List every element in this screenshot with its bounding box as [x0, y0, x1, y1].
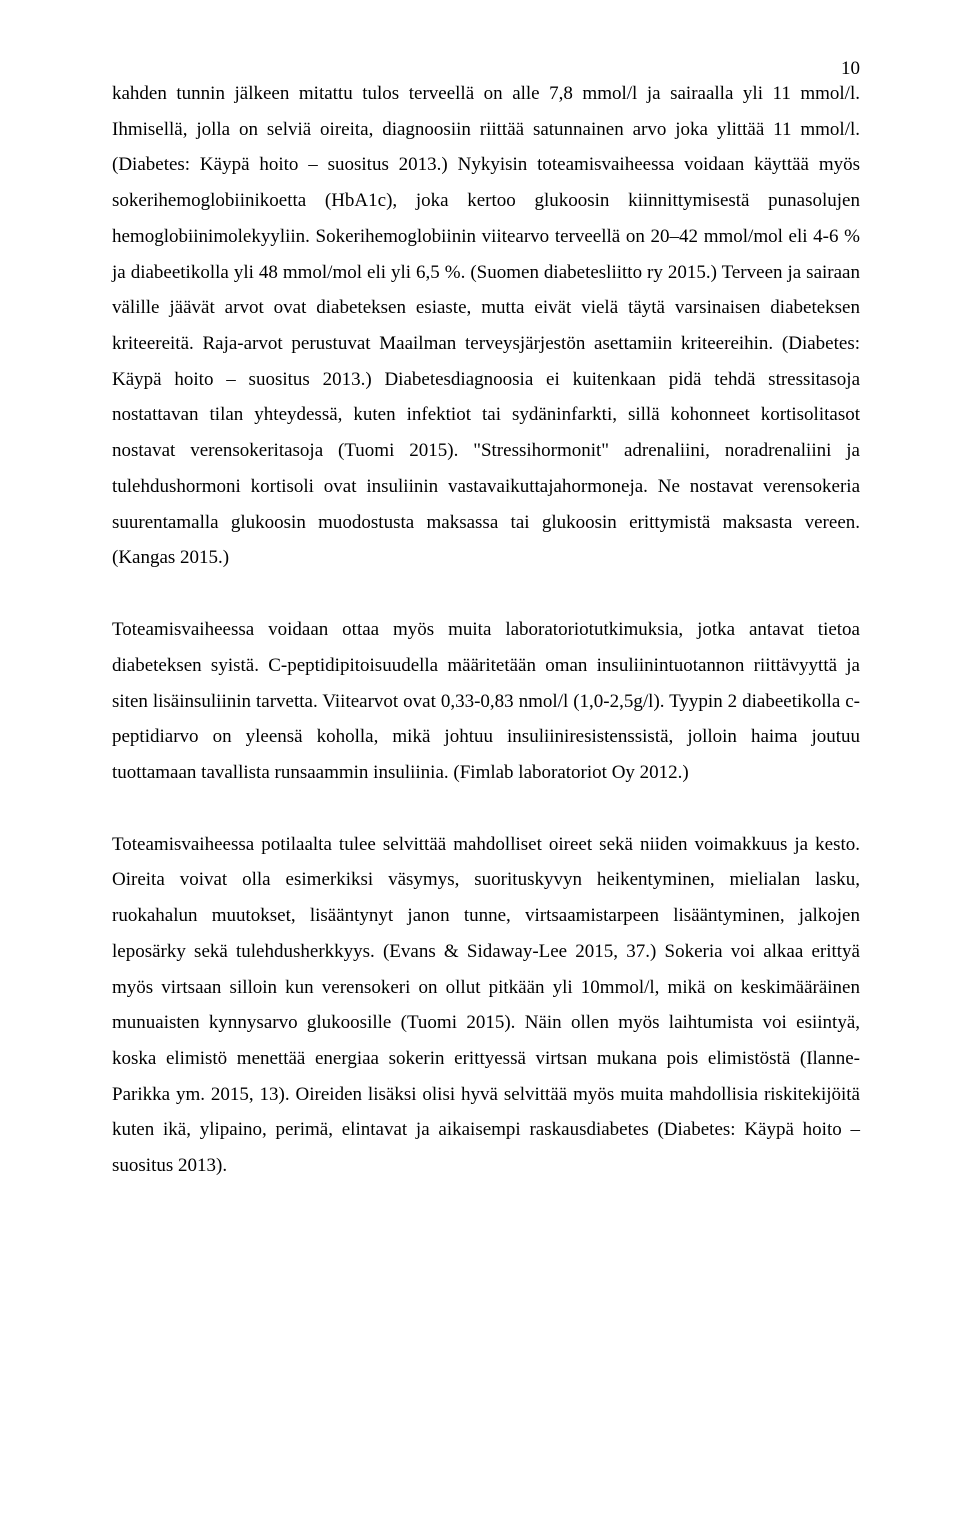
paragraph: Toteamisvaiheessa voidaan ottaa myös mui…: [112, 612, 860, 791]
paragraph: kahden tunnin jälkeen mitattu tulos terv…: [112, 76, 860, 576]
paragraph: Toteamisvaiheessa potilaalta tulee selvi…: [112, 827, 860, 1184]
document-page: 10 kahden tunnin jälkeen mitattu tulos t…: [0, 0, 960, 1528]
page-number: 10: [841, 58, 860, 80]
